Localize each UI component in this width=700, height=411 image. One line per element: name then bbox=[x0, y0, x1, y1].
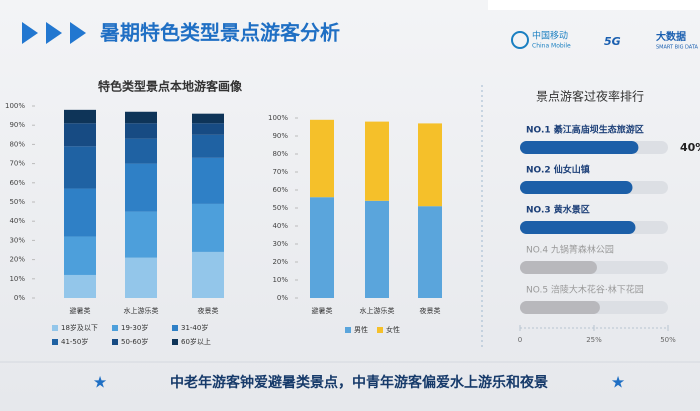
category-label: NO.5 涪陵大木花谷·林下花园 bbox=[526, 284, 644, 296]
y-tick-label: 50% bbox=[9, 198, 25, 206]
bar-segment bbox=[418, 123, 442, 207]
y-tick-label: 10% bbox=[9, 275, 25, 283]
y-tick-label: 30% bbox=[9, 236, 25, 244]
legend-label: 31-40岁 bbox=[181, 323, 208, 332]
logo-china-mobile: 中国移动 bbox=[532, 30, 568, 42]
x-tick-label: 0 bbox=[518, 336, 522, 344]
y-tick-label: 100% bbox=[5, 102, 25, 110]
bar-segment bbox=[192, 251, 224, 298]
bar-segment bbox=[365, 200, 389, 298]
bar-segment bbox=[192, 203, 224, 252]
legend-swatch bbox=[52, 325, 58, 331]
y-tick-label: 100% bbox=[268, 114, 288, 122]
bar-segment bbox=[192, 157, 224, 204]
y-tick-label: 90% bbox=[272, 132, 288, 140]
y-tick-label: 70% bbox=[272, 168, 288, 176]
legend-label: 60岁以上 bbox=[181, 337, 211, 346]
bar-segment bbox=[310, 197, 334, 298]
y-tick-label: 90% bbox=[9, 121, 25, 129]
bar bbox=[520, 181, 633, 194]
bar-segment bbox=[64, 236, 96, 275]
x-tick-label: 水上游乐类 bbox=[360, 306, 395, 315]
legend-label: 男性 bbox=[354, 325, 368, 334]
legend-label: 19-30岁 bbox=[121, 323, 148, 332]
x-tick-label: 夜景类 bbox=[420, 306, 441, 315]
bar-segment bbox=[64, 146, 96, 189]
legend-swatch bbox=[172, 339, 178, 345]
header-arrows bbox=[22, 22, 86, 44]
star: ★ bbox=[611, 373, 625, 392]
footer-text: 中老年游客钟爱避暑类景点，中青年游客偏爱水上游乐和夜景 bbox=[170, 374, 548, 391]
category-label: NO.3 黄水景区 bbox=[526, 204, 590, 216]
logo-icon bbox=[511, 31, 529, 49]
y-tick-label: 30% bbox=[272, 240, 288, 248]
star: ★ bbox=[93, 373, 107, 392]
x-tick-label: 水上游乐类 bbox=[124, 306, 159, 315]
chart-title: 景点游客过夜率排行 bbox=[536, 89, 644, 104]
logo-china-mobile-sub: China Mobile bbox=[532, 43, 571, 50]
x-tick-label: 避暑类 bbox=[312, 306, 333, 315]
legend-swatch bbox=[377, 327, 383, 333]
x-tick-label: 50% bbox=[660, 336, 676, 344]
header-strip bbox=[488, 0, 700, 10]
bar-segment bbox=[192, 134, 224, 158]
y-tick-label: 80% bbox=[272, 150, 288, 158]
y-tick-label: 0% bbox=[14, 294, 25, 302]
legend-swatch bbox=[112, 339, 118, 345]
y-tick-label: 50% bbox=[272, 204, 288, 212]
y-tick-label: 40% bbox=[9, 217, 25, 225]
bar-segment bbox=[310, 119, 334, 198]
bar-segment bbox=[125, 211, 157, 258]
bar bbox=[520, 261, 597, 274]
y-tick-label: 10% bbox=[272, 276, 288, 284]
legend-swatch bbox=[172, 325, 178, 331]
bar-segment bbox=[125, 123, 157, 139]
y-tick-label: 60% bbox=[9, 179, 25, 187]
bar-segment bbox=[192, 123, 224, 135]
header-title: 暑期特色类型景点游客分析 bbox=[100, 21, 340, 45]
y-tick-label: 60% bbox=[272, 186, 288, 194]
bar-segment bbox=[125, 138, 157, 164]
bar-segment bbox=[64, 109, 96, 124]
legend-swatch bbox=[52, 339, 58, 345]
category-label: NO.2 仙女山镇 bbox=[526, 164, 590, 176]
y-tick-label: 0% bbox=[277, 294, 288, 302]
x-tick-label: 避暑类 bbox=[70, 306, 91, 315]
y-tick-label: 20% bbox=[9, 256, 25, 264]
bar-segment bbox=[192, 113, 224, 124]
bar-segment bbox=[64, 123, 96, 147]
bar-segment bbox=[365, 121, 389, 201]
category-label: NO.4 九锅箐森林公园 bbox=[526, 244, 614, 256]
bar-segment bbox=[418, 206, 442, 298]
y-tick-label: 80% bbox=[9, 140, 25, 148]
category-label: NO.1 綦江高庙坝生态旅游区 bbox=[526, 124, 644, 136]
value-label: 40% bbox=[680, 141, 700, 154]
chart-title: 特色类型景点本地游客画像 bbox=[98, 79, 243, 94]
bar-segment bbox=[125, 111, 157, 124]
legend-label: 18岁及以下 bbox=[61, 323, 98, 332]
x-tick-label: 25% bbox=[586, 336, 602, 344]
logo-big-data-sub: SMART BIG DATA bbox=[656, 45, 698, 51]
bar bbox=[520, 141, 639, 154]
legend-swatch bbox=[112, 325, 118, 331]
legend-swatch bbox=[345, 327, 351, 333]
logo-5g: 5G bbox=[604, 35, 621, 48]
bar bbox=[520, 301, 600, 314]
logo-big-data: 大数据 bbox=[656, 30, 686, 43]
legend-label: 女性 bbox=[386, 325, 400, 334]
bar-segment bbox=[125, 163, 157, 212]
bar-segment bbox=[64, 274, 96, 298]
y-tick-label: 40% bbox=[272, 222, 288, 230]
bar bbox=[520, 221, 636, 234]
legend-label: 41-50岁 bbox=[61, 337, 88, 346]
bar-segment bbox=[125, 257, 157, 298]
x-tick-label: 夜景类 bbox=[198, 306, 219, 315]
bar-segment bbox=[64, 188, 96, 237]
legend-label: 50-60岁 bbox=[121, 337, 148, 346]
y-tick-label: 20% bbox=[272, 258, 288, 266]
y-tick-label: 70% bbox=[9, 160, 25, 168]
